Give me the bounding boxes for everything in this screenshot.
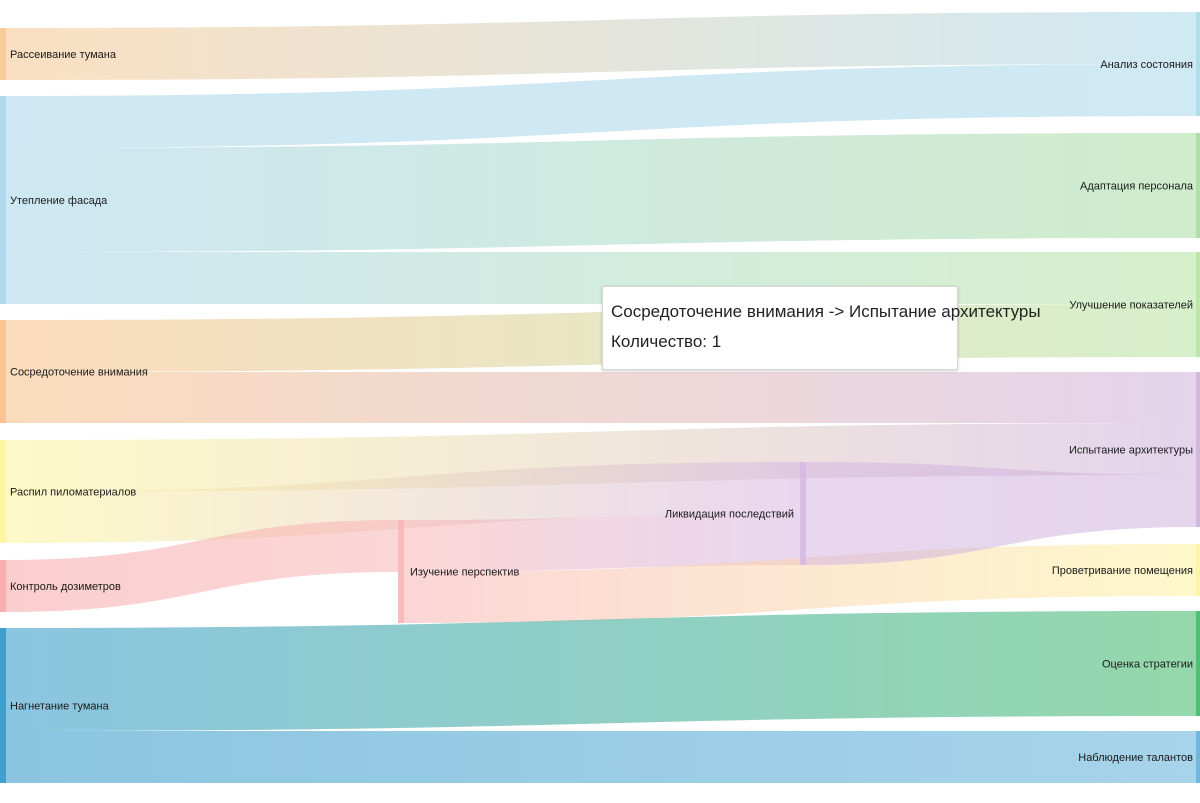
sankey-labels: Рассеивание тумана Утепление фасада Сосред…: [10, 49, 1194, 764]
node-n0[interactable]: [0, 28, 6, 80]
node-label-n0: Рассеивание тумана: [10, 49, 117, 61]
node-n13[interactable]: [1196, 611, 1200, 716]
tooltip-count: Количество: 1: [611, 332, 722, 351]
node-n4[interactable]: [0, 560, 6, 612]
link-n6-n12[interactable]: [404, 544, 1196, 623]
node-label-n1: Утепление фасада: [10, 195, 108, 207]
sankey-nodes: [0, 12, 1200, 783]
node-label-n8: Анализ состояния: [1100, 59, 1193, 71]
node-n8[interactable]: [1196, 12, 1200, 116]
node-label-n5: Нагнетание тумана: [10, 701, 110, 713]
node-label-n13: Оценка стратегии: [1102, 659, 1193, 671]
node-label-n10: Улучшение показателей: [1069, 300, 1193, 312]
link-n4-n6[interactable]: [6, 520, 398, 612]
node-n5[interactable]: [0, 628, 6, 783]
node-label-n11: Испытание архитектуры: [1069, 445, 1193, 457]
node-n2[interactable]: [0, 320, 6, 423]
link-n5-n13[interactable]: [6, 611, 1196, 731]
link-n6-n7[interactable]: [404, 514, 800, 572]
node-label-n2: Сосредоточение внимания: [10, 367, 148, 379]
node-n10[interactable]: [1196, 252, 1200, 357]
node-n3[interactable]: [0, 440, 6, 543]
link-n3-n7[interactable]: [6, 462, 800, 543]
link-n1-n8[interactable]: [6, 64, 1196, 148]
node-n9[interactable]: [1196, 133, 1200, 238]
sankey-links: [6, 12, 1196, 783]
node-n14[interactable]: [1196, 731, 1200, 783]
node-n1[interactable]: [0, 96, 6, 304]
link-n1-n10[interactable]: [6, 252, 1196, 304]
link-tooltip: Сосредоточение внимания -> Испытание арх…: [602, 286, 1041, 370]
node-label-n14: Наблюдение талантов: [1078, 752, 1193, 764]
node-label-n3: Распил пиломатериалов: [10, 487, 136, 499]
node-label-n4: Контроль дозиметров: [10, 581, 121, 593]
node-label-n7: Ликвидация последствий: [665, 509, 794, 521]
node-n7[interactable]: [800, 462, 806, 565]
node-n11[interactable]: [1196, 372, 1200, 527]
link-n5-n14[interactable]: [6, 731, 1196, 783]
link-n1-n9[interactable]: [6, 133, 1196, 252]
node-n12[interactable]: [1196, 544, 1200, 596]
node-n6[interactable]: [398, 520, 404, 623]
node-label-n12: Проветривание помещения: [1052, 565, 1193, 577]
link-n0-n8[interactable]: [6, 12, 1196, 80]
node-label-n6: Изучение перспектив: [410, 567, 519, 579]
link-n2-n11[interactable]: [6, 372, 1196, 423]
link-n7-n11[interactable]: [806, 462, 1196, 565]
tooltip-link-title: Сосредоточение внимания -> Испытание арх…: [611, 302, 1041, 321]
node-label-n9: Адаптация персонала: [1080, 181, 1194, 193]
